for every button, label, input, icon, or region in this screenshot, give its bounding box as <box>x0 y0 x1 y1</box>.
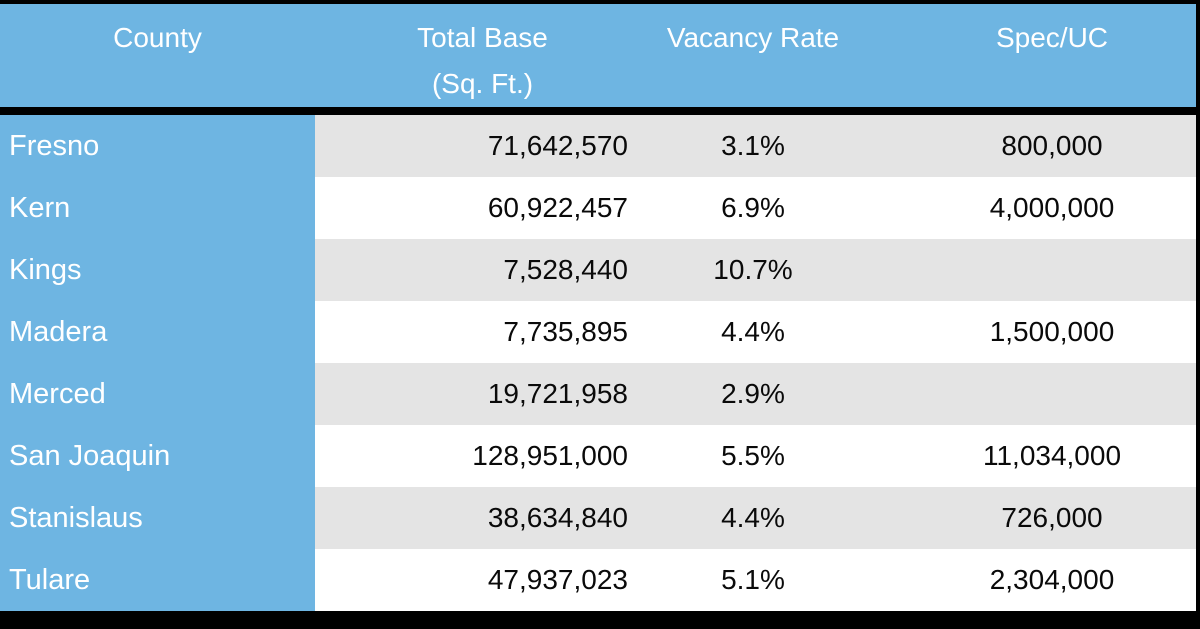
header-county: County <box>0 4 315 107</box>
cell-vacancy-rate: 3.1% <box>721 130 785 161</box>
cell-vacancy-rate: 6.9% <box>721 192 785 223</box>
cell-county: San Joaquin <box>0 425 315 487</box>
table-row: Fresno 71,642,570 3.1% 800,000 <box>0 115 1196 177</box>
cell-county: Stanislaus <box>0 487 315 549</box>
cell-total-base: 7,528,440 <box>503 254 628 285</box>
cell-vacancy-rate: 10.7% <box>713 254 793 285</box>
cell-total-base: 60,922,457 <box>487 192 628 223</box>
table-row: Tulare 47,937,023 5.1% 2,304,000 <box>0 549 1196 611</box>
cell-total-base: 19,721,958 <box>487 378 628 409</box>
cell-vacancy-rate: 4.4% <box>721 502 785 533</box>
cell-spec-uc: 11,034,000 <box>982 440 1122 471</box>
table-body: Fresno 71,642,570 3.1% 800,000 Kern 60,9… <box>0 115 1196 611</box>
cell-spec-uc: 4,000,000 <box>989 192 1115 223</box>
table-row: Stanislaus 38,634,840 4.4% 726,000 <box>0 487 1196 549</box>
cell-county: Fresno <box>0 115 315 177</box>
header-total-base: Total Base (Sq. Ft.) <box>315 4 650 107</box>
cell-county: Kings <box>0 239 315 301</box>
cell-spec-uc: 1,500,000 <box>989 316 1115 347</box>
cell-county: Merced <box>0 363 315 425</box>
table-row: Madera 7,735,895 4.4% 1,500,000 <box>0 301 1196 363</box>
header-spec-uc: Spec/UC <box>856 4 1196 107</box>
cell-vacancy-rate: 2.9% <box>721 378 785 409</box>
header-vacancy-rate-label: Vacancy Rate <box>666 22 840 53</box>
header-spec-uc-label: Spec/UC <box>995 22 1109 53</box>
cell-total-base: 71,642,570 <box>487 130 628 161</box>
header-vacancy-rate: Vacancy Rate <box>650 4 856 107</box>
header-county-label: County <box>113 22 202 53</box>
cell-spec-uc: 726,000 <box>1001 502 1103 533</box>
table-row: Kings 7,528,440 10.7% <box>0 239 1196 301</box>
cell-county: Madera <box>0 301 315 363</box>
cell-spec-uc: 2,304,000 <box>989 564 1115 595</box>
cell-vacancy-rate: 5.1% <box>721 564 785 595</box>
cell-spec-uc <box>856 239 1196 301</box>
table-row: San Joaquin 128,951,000 5.5% 11,034,000 <box>0 425 1196 487</box>
cell-total-base: 38,634,840 <box>487 502 628 533</box>
cell-total-base: 47,937,023 <box>487 564 628 595</box>
cell-vacancy-rate: 5.5% <box>721 440 785 471</box>
cell-vacancy-rate: 4.4% <box>721 316 785 347</box>
table-header-row: County Total Base (Sq. Ft.) Vacancy Rate… <box>0 4 1196 115</box>
cell-county: Kern <box>0 177 315 239</box>
cell-total-base: 7,735,895 <box>503 316 628 347</box>
header-total-base-sublabel: (Sq. Ft.) <box>431 68 534 99</box>
cell-county: Tulare <box>0 549 315 611</box>
cell-spec-uc: 800,000 <box>1001 130 1103 161</box>
header-total-base-label: Total Base <box>417 22 548 53</box>
cell-spec-uc <box>856 363 1196 425</box>
table-row: Merced 19,721,958 2.9% <box>0 363 1196 425</box>
table-row: Kern 60,922,457 6.9% 4,000,000 <box>0 177 1196 239</box>
cell-total-base: 128,951,000 <box>472 440 628 471</box>
